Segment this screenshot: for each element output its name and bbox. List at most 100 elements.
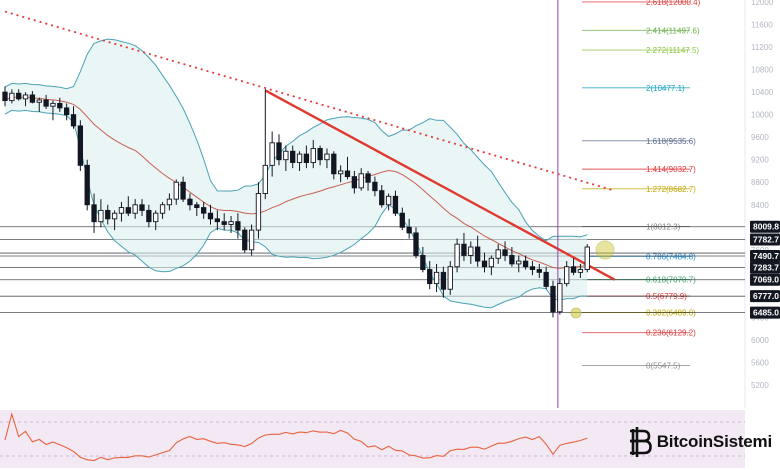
candle-body [481, 260, 488, 268]
candle-body [153, 212, 159, 223]
candle-body [433, 271, 440, 285]
candle-body [536, 269, 542, 273]
candle-body [495, 249, 501, 259]
fib-level-label: 0(5547.5) [646, 361, 681, 370]
candle-body [290, 150, 296, 163]
candle-body [344, 170, 351, 178]
candle-body [57, 102, 63, 109]
y-tick-label: 10000 [751, 111, 774, 120]
candle-body [9, 92, 15, 102]
price-badge-label: 7283.7 [753, 263, 779, 273]
candle-body [36, 99, 42, 103]
price-badge-label: 7782.7 [753, 235, 779, 245]
candle-body [379, 190, 385, 206]
price-marker-lines [0, 226, 745, 314]
candle-body [522, 260, 529, 268]
fib-level-label: 2.618(12000.4) [646, 0, 701, 7]
y-tick-label: 11600 [751, 21, 773, 30]
highlight-circle [595, 240, 615, 260]
candle-body [392, 195, 399, 214]
rsi-line [4, 411, 588, 462]
moving-average-line [4, 96, 588, 269]
candle-body [564, 266, 570, 285]
candle-body [63, 107, 70, 116]
candle-body [338, 170, 344, 175]
fib-level-label: 0.618(7070.7) [646, 276, 696, 285]
y-tick-label: 5200 [751, 381, 769, 390]
candle-body [317, 147, 323, 161]
candle-body [584, 246, 590, 270]
price-badge [750, 249, 780, 262]
price-badge [750, 220, 780, 233]
candle-body [543, 271, 549, 287]
candle-body [180, 181, 186, 200]
candle-body [91, 204, 97, 223]
candle-body [454, 243, 460, 268]
candle-body [351, 176, 357, 189]
candle-body [200, 207, 207, 214]
y-tick-label: 10800 [751, 66, 774, 75]
y-tick-label: 9200 [751, 156, 769, 165]
candle-body [516, 260, 522, 265]
candle-body [262, 164, 268, 194]
candle-body [372, 181, 378, 192]
candle-body [228, 221, 234, 225]
price-badge [750, 306, 780, 319]
bollinger-fill [5, 39, 588, 308]
trendlines [4, 10, 616, 281]
candle-body [358, 173, 364, 189]
price-badge-label: 8009.8 [753, 222, 779, 232]
candle-body [550, 285, 556, 313]
candle-body [132, 204, 138, 214]
candle-body [173, 181, 179, 200]
candle-body [502, 249, 508, 256]
y-tick-label: 8400 [751, 201, 769, 210]
y-tick-label: 10400 [751, 88, 774, 97]
y-tick-label: 6000 [751, 336, 769, 345]
candle-body [2, 91, 8, 102]
brand-name: BitcoinSistemi [656, 432, 772, 451]
fib-level-label: 0.236(6129.2) [646, 329, 696, 338]
highlight-circle [570, 307, 582, 319]
candle-body [105, 209, 111, 220]
candle-body [159, 204, 166, 214]
candle-body [303, 153, 310, 163]
y-tick-label: 11200 [751, 43, 773, 52]
fib-level-label: 0.786(7484.8) [646, 252, 696, 261]
candle-body [296, 153, 303, 163]
candle-body [248, 229, 255, 251]
candle-body [461, 243, 467, 256]
candle-body [84, 164, 90, 206]
y-axis: 5200560060006400680072007600800084008800… [744, 0, 774, 408]
candle-body [577, 269, 584, 273]
candle-body [488, 257, 494, 268]
candle-body [187, 198, 193, 206]
candle-body [111, 212, 118, 220]
y-tick-label: 12000 [751, 0, 774, 7]
fibonacci-levels: 2.618(12000.4) 2.414(11497.6) 2.272(11147.… [582, 0, 701, 370]
candle-body [427, 269, 433, 285]
candle-body [255, 193, 262, 231]
candle-body [235, 221, 241, 231]
candle-body [166, 198, 173, 206]
price-badge [750, 233, 780, 246]
candle-body [29, 94, 36, 103]
candle-body [331, 153, 337, 175]
candle-body [413, 232, 419, 256]
candle-body [146, 209, 152, 223]
candle-body [50, 102, 56, 107]
candle-body [570, 266, 577, 273]
candle-body [406, 226, 412, 234]
bitcoin-logo-icon [629, 427, 652, 457]
candle-body [324, 153, 330, 161]
candle-body [43, 99, 49, 107]
bollinger-upper [4, 38, 588, 242]
candle-body [276, 142, 282, 161]
fib-level-label: 2.414(11497.6) [646, 26, 700, 35]
candle-body [310, 147, 316, 163]
price-badge-label: 6485.0 [753, 308, 779, 318]
candle-body [125, 207, 131, 214]
dotted-trendline [4, 10, 615, 192]
candle-body [475, 246, 481, 262]
fib-level-label: 1.272(8682.7) [646, 185, 696, 194]
